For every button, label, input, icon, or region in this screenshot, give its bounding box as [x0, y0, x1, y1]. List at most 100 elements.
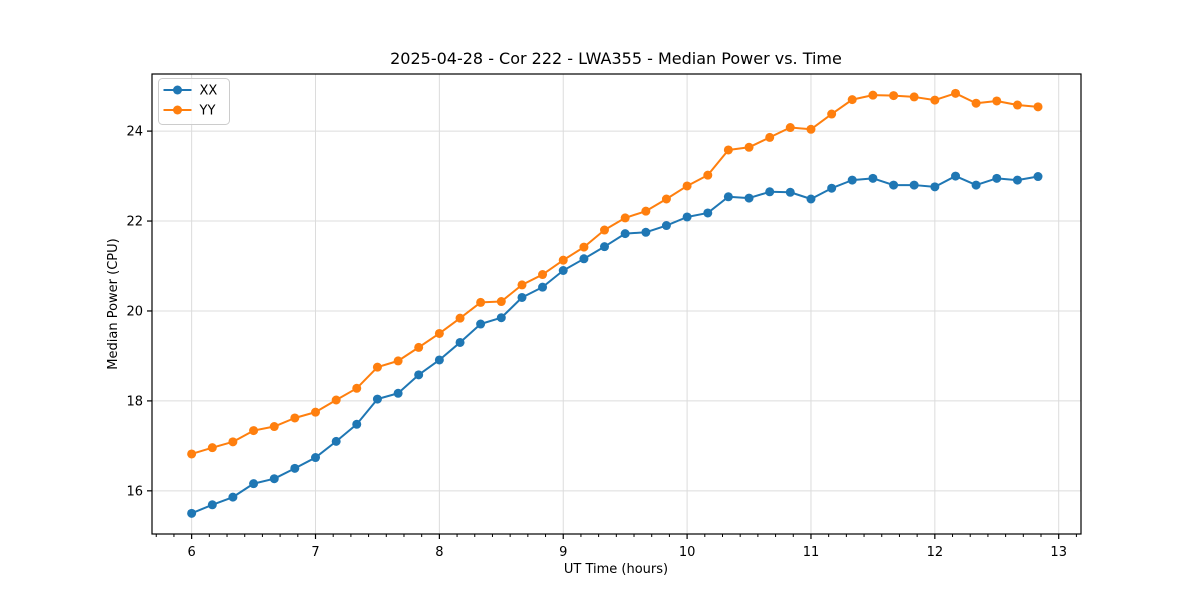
series-layer — [187, 88, 1043, 518]
data-point-XX — [765, 187, 775, 197]
data-point-XX — [806, 194, 816, 204]
data-point-XX — [517, 292, 527, 302]
data-point-YY — [785, 123, 795, 133]
data-point-XX — [228, 492, 238, 502]
data-point-XX — [1033, 172, 1043, 182]
data-point-XX — [187, 508, 197, 518]
data-point-YY — [311, 407, 321, 417]
data-point-YY — [187, 449, 197, 459]
data-point-YY — [744, 142, 754, 152]
data-point-XX — [971, 180, 981, 190]
data-point-YY — [496, 297, 506, 307]
data-point-YY — [1033, 102, 1043, 112]
data-point-YY — [930, 95, 940, 105]
x-tick-label: 13 — [1050, 545, 1067, 560]
x-tick-label: 7 — [311, 545, 319, 560]
axes-layer: 6 7 8 9 10 11 12 13 16 18 20 22 24 — [126, 73, 1082, 560]
data-point-XX — [352, 419, 362, 429]
plot-frame — [151, 73, 1082, 535]
y-tick-label: 18 — [126, 394, 143, 409]
series-line-YY — [191, 92, 1039, 455]
x-axis-label: UT Time (hours) — [564, 562, 668, 577]
y-tick-label: 20 — [126, 304, 143, 319]
data-point-YY — [992, 96, 1002, 106]
data-point-YY — [620, 213, 630, 223]
data-point-XX — [641, 227, 651, 237]
data-point-XX — [476, 319, 486, 329]
data-point-XX — [951, 171, 961, 181]
data-point-YY — [517, 280, 527, 290]
data-point-YY — [765, 132, 775, 142]
data-point-YY — [269, 422, 279, 432]
data-point-YY — [290, 413, 300, 423]
data-point-XX — [207, 500, 217, 510]
data-point-YY — [682, 181, 692, 191]
data-point-YY — [827, 109, 837, 119]
y-tick-label: 16 — [126, 484, 143, 499]
data-point-YY — [579, 242, 589, 252]
data-point-XX — [599, 242, 609, 252]
legend-handle-marker — [173, 105, 182, 115]
data-point-XX — [414, 370, 424, 380]
data-point-YY — [951, 88, 961, 98]
data-point-YY — [909, 92, 919, 102]
data-point-YY — [249, 426, 259, 436]
data-point-XX — [558, 266, 568, 276]
data-point-YY — [228, 437, 238, 447]
data-point-YY — [661, 194, 671, 204]
data-point-XX — [311, 453, 321, 463]
data-point-XX — [1012, 175, 1022, 185]
data-point-XX — [290, 463, 300, 473]
y-tick-label: 22 — [126, 215, 143, 230]
data-point-XX — [331, 436, 341, 446]
data-point-YY — [1012, 100, 1022, 110]
data-point-YY — [723, 145, 733, 155]
grid-layer — [152, 74, 1081, 534]
series-line-XX — [191, 175, 1039, 515]
data-point-YY — [352, 383, 362, 393]
data-point-XX — [455, 337, 465, 347]
data-point-YY — [971, 98, 981, 108]
data-point-XX — [661, 221, 671, 231]
data-point-YY — [599, 225, 609, 235]
x-tick-label: 10 — [679, 545, 696, 560]
data-point-YY — [393, 356, 403, 366]
data-point-XX — [620, 229, 630, 239]
data-point-YY — [806, 124, 816, 134]
data-point-YY — [558, 255, 568, 265]
data-point-YY — [372, 362, 382, 372]
data-point-YY — [476, 297, 486, 307]
data-point-XX — [393, 388, 403, 398]
data-point-XX — [682, 212, 692, 222]
data-point-YY — [455, 313, 465, 323]
legend-label-XX: XX — [200, 84, 218, 99]
data-point-XX — [827, 183, 837, 193]
x-tick-label: 8 — [435, 545, 443, 560]
legend-handle-marker — [173, 85, 182, 95]
chart-title: 2025-04-28 - Cor 222 - LWA355 - Median P… — [390, 49, 842, 68]
data-point-YY — [703, 170, 713, 180]
x-tick-label: 9 — [559, 545, 567, 560]
legend-frame — [158, 78, 230, 125]
data-point-XX — [249, 479, 259, 489]
data-point-YY — [207, 443, 217, 453]
data-point-XX — [538, 282, 548, 292]
data-point-XX — [847, 175, 857, 185]
data-point-XX — [372, 394, 382, 404]
y-axis-label: Median Power (CPU) — [106, 238, 121, 369]
data-point-XX — [868, 173, 878, 183]
data-point-YY — [847, 95, 857, 105]
data-point-XX — [930, 182, 940, 192]
x-tick-label: 11 — [803, 545, 820, 560]
data-point-YY — [889, 91, 899, 101]
data-point-YY — [414, 342, 424, 352]
x-tick-label: 6 — [187, 545, 195, 560]
x-tick-label: 12 — [927, 545, 944, 560]
data-point-YY — [538, 270, 548, 280]
data-point-XX — [744, 193, 754, 203]
data-point-XX — [434, 355, 444, 365]
data-point-XX — [703, 208, 713, 218]
data-point-XX — [785, 187, 795, 197]
